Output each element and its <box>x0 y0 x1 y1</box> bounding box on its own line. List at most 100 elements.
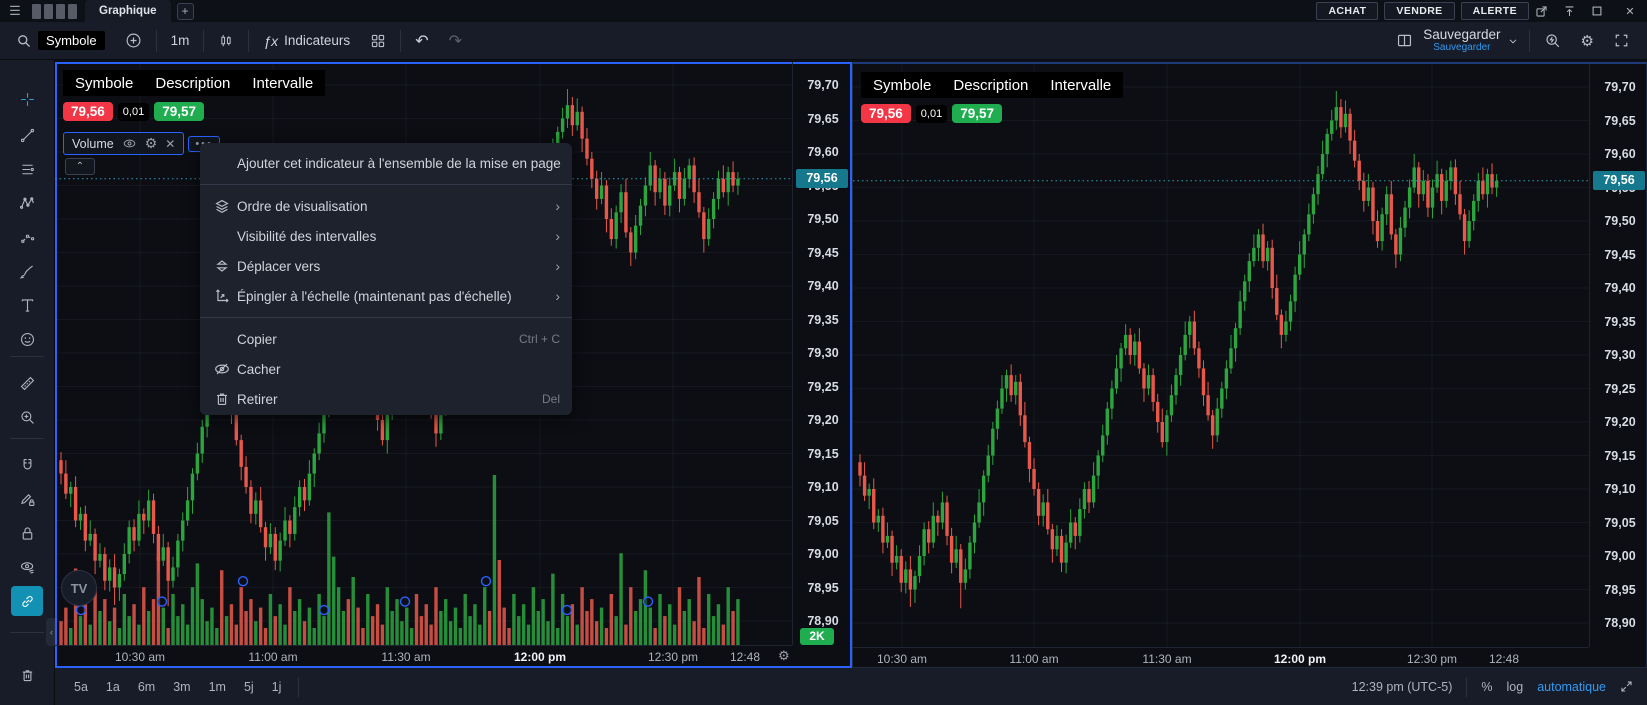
indicator-settings-gear-icon[interactable]: ⚙ <box>144 135 158 151</box>
panels-icon <box>1396 32 1413 49</box>
bid-badge[interactable]: 79,56 <box>63 102 113 121</box>
sell-button[interactable]: VENDRE <box>1384 2 1455 20</box>
magnet-icon[interactable] <box>11 450 43 480</box>
price-tick: 79,25 <box>807 379 839 394</box>
range-button-1a[interactable]: 1a <box>105 679 120 694</box>
sync-drawings-icon[interactable] <box>11 586 43 616</box>
menu-item-3[interactable]: Déplacer vers › <box>200 251 572 281</box>
add-tab-button[interactable]: + <box>176 2 194 20</box>
hide-drawings-icon[interactable] <box>11 552 43 582</box>
buy-button[interactable]: ACHAT <box>1316 2 1379 20</box>
range-button-1m[interactable]: 1m <box>208 679 226 694</box>
candles-icon <box>218 33 234 49</box>
clock-utc[interactable]: 12:39 pm (UTC-5) <box>1351 679 1453 694</box>
brush-icon[interactable] <box>11 256 43 286</box>
redo-button[interactable]: ↷ <box>448 32 462 50</box>
indicators-button[interactable]: ƒx Indicateurs <box>253 27 360 55</box>
pane-collapse-button[interactable]: ⌃ <box>65 158 95 175</box>
menu-item-1[interactable]: Ordre de visualisation › <box>200 191 572 221</box>
close-icon[interactable]: ✕ <box>1625 5 1635 18</box>
time-tick: 11:30 am <box>1142 652 1192 666</box>
open-window-icon[interactable] <box>1535 5 1557 18</box>
titlebar: ☰ Graphique + ACHAT VENDRE ALERTE ✕ <box>0 0 1647 22</box>
tradingview-logo[interactable]: TV <box>61 570 97 606</box>
forecast-icon[interactable] <box>11 222 43 252</box>
save-button[interactable]: Sauvegarder Sauvegarder <box>1423 27 1500 54</box>
volume-axis-badge: 2K <box>800 628 834 645</box>
bid-badge[interactable]: 79,56 <box>861 104 911 123</box>
chart-panel-1[interactable]: 79,7079,6579,6079,5579,5079,4579,4079,35… <box>55 62 852 668</box>
chevron-right-icon: › <box>555 198 560 214</box>
menu-item-4[interactable]: Épingler à l'échelle (maintenant pas d'é… <box>200 281 572 311</box>
text-icon[interactable] <box>11 290 43 320</box>
xabcd-pattern-icon[interactable] <box>11 188 43 218</box>
menu-item-2[interactable]: Visibilité des intervalles › <box>200 221 572 251</box>
trend-line-icon[interactable] <box>11 120 43 150</box>
symbol-header[interactable]: Symbole Description Intervalle <box>861 72 1124 98</box>
price-tick: 79,05 <box>1604 515 1636 530</box>
drawing-lock-icon[interactable] <box>11 484 43 514</box>
tab-graphique[interactable]: Graphique <box>85 0 171 22</box>
sidebar-collapse-handle[interactable]: ‹ <box>46 618 57 646</box>
ask-badge[interactable]: 79,57 <box>952 104 1003 123</box>
price-tick: 79,10 <box>1604 482 1636 496</box>
symbol-search-label: Symbole <box>38 31 105 50</box>
range-button-6m[interactable]: 6m <box>137 679 156 694</box>
toolbar-divider <box>10 356 44 357</box>
price-tick: 78,95 <box>807 580 839 595</box>
settings-button[interactable]: ⚙ <box>1571 27 1604 55</box>
time-tick: 12:48 <box>729 650 761 664</box>
save-menu-chevron[interactable] <box>1501 27 1525 55</box>
undo-button[interactable]: ↶ <box>415 32 429 50</box>
fullscreen-button[interactable] <box>1604 27 1639 55</box>
zoom-in-icon[interactable] <box>11 402 43 432</box>
quick-search-button[interactable] <box>1534 27 1571 55</box>
price-tick: 79,45 <box>1604 247 1636 262</box>
time-tick: 11:00 am <box>248 650 298 664</box>
symbol-label[interactable]: Symbole <box>873 76 932 94</box>
remove-indicator-icon[interactable]: ✕ <box>165 136 176 151</box>
volume-legend-label[interactable]: Volume <box>72 136 114 151</box>
fib-lines-icon[interactable] <box>11 154 43 184</box>
cross-icon[interactable] <box>11 84 43 114</box>
chart-plot-1[interactable] <box>55 62 792 645</box>
menu-item-0[interactable]: Ajouter cet indicateur à l'ensemble de l… <box>200 148 572 178</box>
maximize-icon[interactable] <box>1591 5 1613 17</box>
layout-grid-button[interactable] <box>360 27 396 55</box>
menu-item-6[interactable]: Cacher <box>200 354 572 384</box>
expand-icon[interactable] <box>1620 680 1633 693</box>
ruler-icon[interactable] <box>11 368 43 398</box>
pin-to-top-icon[interactable] <box>1563 5 1585 18</box>
remove-drawings-icon[interactable] <box>11 660 43 690</box>
interval-button[interactable]: 1m <box>161 27 200 55</box>
auto-scale-button[interactable]: automatique <box>1537 679 1606 694</box>
price-tick: 79,60 <box>1604 147 1636 161</box>
symbol-header[interactable]: Symbole Description Intervalle <box>63 70 326 96</box>
time-axis-settings-gear-icon[interactable]: ⚙ <box>778 648 790 663</box>
chart-style-button[interactable] <box>208 27 244 55</box>
hamburger-menu-icon[interactable]: ☰ <box>9 3 21 18</box>
manage-panes-button[interactable] <box>1386 27 1423 55</box>
alert-button[interactable]: ALERTE <box>1460 2 1529 20</box>
menu-item-label: Déplacer vers <box>237 258 321 274</box>
menu-item-7[interactable]: Retirer Del <box>200 384 572 414</box>
eye-icon[interactable] <box>122 136 137 151</box>
chart-panel-2[interactable]: 79,7079,6579,6079,5579,5079,4579,4079,35… <box>852 62 1647 668</box>
time-axis-1[interactable]: 10:30 am 11:00 am 11:30 am 12:00 pm 12:30 pm… <box>55 645 792 667</box>
menu-item-5[interactable]: Copier Ctrl + C <box>200 324 572 354</box>
symbol-search[interactable]: Symbole <box>6 27 115 55</box>
price-tick: 79,05 <box>807 513 839 528</box>
log-scale-button[interactable]: log <box>1506 679 1524 694</box>
range-button-5a[interactable]: 5a <box>74 679 88 694</box>
time-axis-2[interactable]: 10:30 am 11:00 am 11:30 am 12:00 pm 12:30 pm… <box>853 647 1589 669</box>
lock-all-icon[interactable] <box>11 518 43 548</box>
symbol-label[interactable]: Symbole <box>75 74 134 92</box>
chart-plot-2[interactable] <box>853 64 1589 647</box>
compare-add-button[interactable] <box>115 27 152 55</box>
ask-badge[interactable]: 79,57 <box>154 102 205 121</box>
emoji-icon[interactable] <box>11 324 43 354</box>
percent-scale-button[interactable]: % <box>1481 679 1493 694</box>
range-button-1j[interactable]: 1j <box>271 679 282 694</box>
range-button-3m[interactable]: 3m <box>173 679 191 694</box>
range-button-5j[interactable]: 5j <box>243 679 254 694</box>
